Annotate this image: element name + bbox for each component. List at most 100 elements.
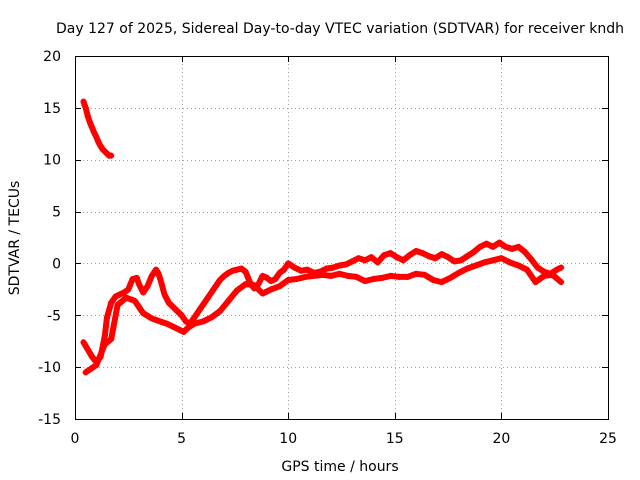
- data-point: [84, 346, 91, 353]
- data-point: [496, 239, 503, 246]
- data-point: [445, 254, 452, 261]
- data-point: [103, 314, 110, 321]
- y-tick-label: 10: [43, 153, 61, 169]
- data-point: [319, 271, 326, 278]
- data-point: [483, 240, 490, 247]
- data-point: [148, 315, 155, 322]
- data-point: [176, 326, 183, 333]
- data-point: [396, 273, 403, 280]
- y-axis-label: SDTVAR / TECUs: [7, 181, 23, 296]
- data-point: [558, 279, 565, 286]
- y-tick-label: 0: [52, 256, 61, 272]
- data-point: [251, 282, 258, 289]
- data-point: [182, 318, 189, 325]
- y-tick-label: 15: [43, 101, 61, 117]
- data-point: [234, 266, 241, 273]
- y-tick-labels: -15 -10 -5 0 5 10 15 20: [38, 49, 61, 428]
- x-tick-label: 0: [71, 431, 80, 447]
- data-point: [374, 259, 381, 266]
- grid-lines: [75, 56, 608, 419]
- data-point: [280, 266, 287, 273]
- data-point: [225, 269, 232, 276]
- data-point: [425, 253, 432, 260]
- series-early-high-trace: [80, 98, 115, 159]
- data-point: [515, 262, 522, 269]
- x-tick-labels: 0 5 10 15 20 25: [71, 431, 617, 447]
- data-point: [114, 301, 121, 308]
- data-point: [121, 289, 128, 296]
- data-point: [344, 272, 351, 279]
- data-point: [521, 249, 528, 256]
- data-point: [208, 314, 215, 321]
- data-point: [97, 143, 104, 150]
- data-point: [229, 267, 236, 274]
- series-upper-band-trace: [80, 239, 565, 365]
- data-point: [216, 308, 223, 315]
- data-point: [191, 314, 198, 321]
- data-point: [470, 249, 477, 256]
- data-point: [84, 113, 91, 120]
- data-point: [129, 275, 136, 282]
- data-point: [108, 299, 115, 306]
- y-tick-label: 5: [52, 205, 61, 221]
- data-point: [242, 268, 249, 275]
- data-point: [157, 318, 164, 325]
- data-point: [310, 272, 317, 279]
- data-point: [413, 270, 420, 277]
- data-point: [82, 369, 89, 376]
- data-point: [184, 324, 191, 331]
- data-point: [451, 258, 458, 265]
- data-point: [234, 287, 241, 294]
- data-point: [293, 275, 300, 282]
- data-point: [101, 333, 108, 340]
- data-point: [276, 283, 283, 290]
- data-point: [336, 262, 343, 269]
- data-point: [432, 255, 439, 262]
- data-point: [509, 245, 516, 252]
- data-point: [528, 256, 535, 263]
- data-point: [161, 291, 168, 298]
- data-point: [216, 277, 223, 284]
- data-point: [125, 286, 132, 293]
- data-point: [355, 255, 362, 262]
- data-point: [225, 297, 232, 304]
- data-point: [155, 269, 162, 276]
- data-point: [263, 274, 270, 281]
- data-point: [323, 265, 330, 272]
- data-point: [447, 274, 454, 281]
- data-point: [291, 264, 298, 271]
- data-point: [541, 272, 548, 279]
- y-tick-label: 20: [43, 49, 61, 65]
- data-point: [381, 252, 388, 259]
- data-point: [368, 254, 375, 261]
- data-point: [148, 272, 155, 279]
- data-point: [523, 266, 530, 273]
- data-point: [506, 259, 513, 266]
- data-point: [342, 261, 349, 268]
- data-point: [82, 104, 89, 111]
- data-point: [430, 277, 437, 284]
- data-layer: [80, 98, 565, 376]
- data-point: [421, 271, 428, 278]
- x-tick-label: 5: [177, 431, 186, 447]
- data-point: [116, 291, 123, 298]
- data-point: [170, 303, 177, 310]
- data-point: [498, 255, 505, 262]
- data-point: [112, 293, 119, 300]
- data-point: [268, 278, 275, 285]
- data-point: [86, 119, 93, 126]
- data-point: [404, 273, 411, 280]
- data-point: [302, 273, 309, 280]
- data-point: [208, 289, 215, 296]
- x-tick-label: 25: [599, 431, 617, 447]
- data-point: [91, 129, 98, 136]
- data-point: [144, 283, 151, 290]
- data-point: [285, 277, 292, 284]
- data-point: [101, 341, 108, 348]
- data-point: [353, 273, 360, 280]
- y-tick-label: -5: [47, 308, 61, 324]
- data-point: [174, 308, 181, 315]
- data-point: [272, 275, 279, 282]
- data-point: [89, 353, 96, 360]
